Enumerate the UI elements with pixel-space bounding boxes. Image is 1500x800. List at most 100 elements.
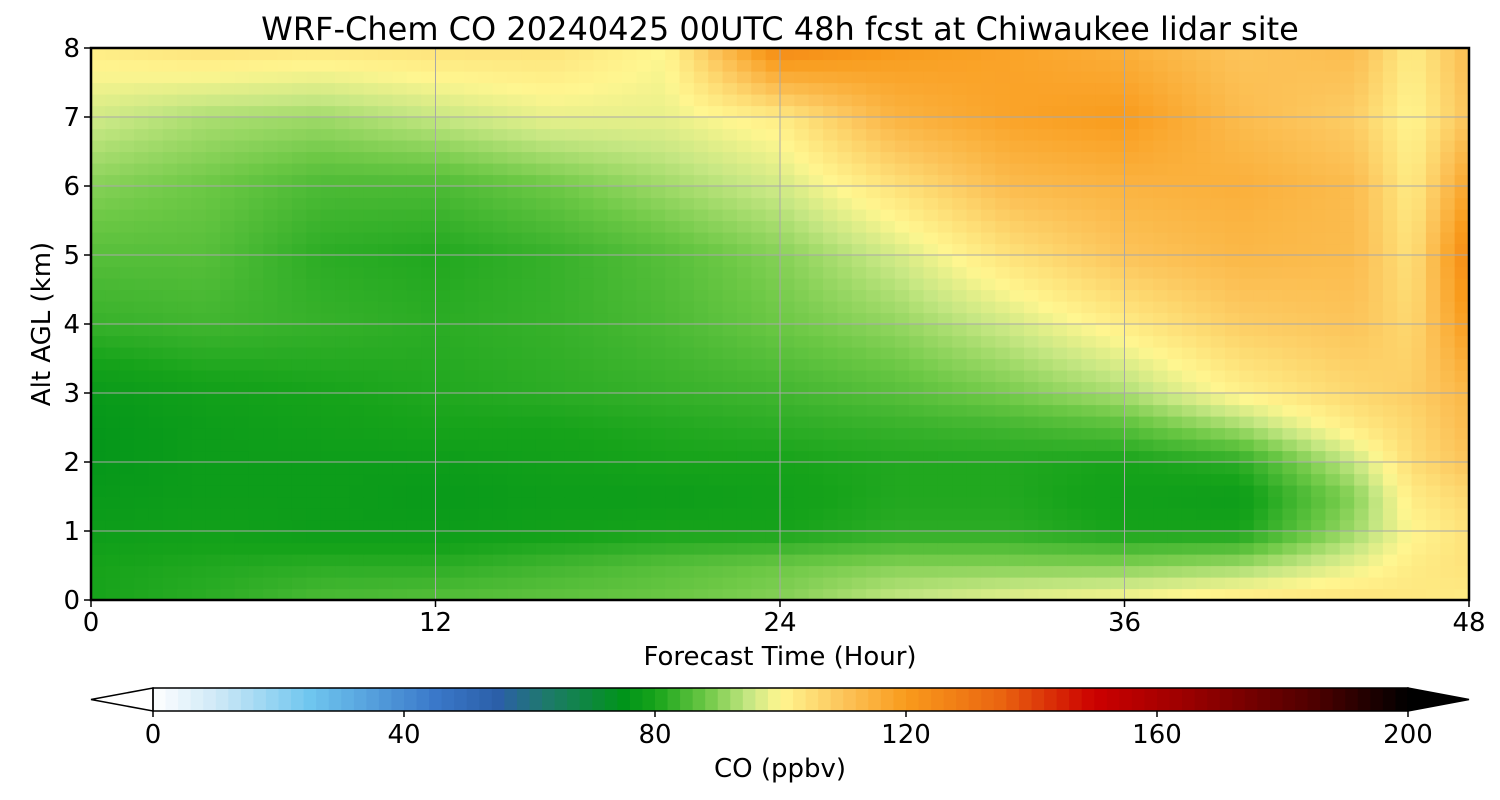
heatmap-cell (765, 577, 781, 590)
heatmap-cell (894, 301, 910, 314)
heatmap-cell (1067, 577, 1083, 590)
heatmap-cell (607, 335, 623, 348)
heatmap-cell (966, 565, 982, 578)
heatmap-cell (579, 577, 594, 590)
heatmap-cell (665, 439, 681, 452)
heatmap-cell (1024, 289, 1039, 302)
heatmap-cell (248, 358, 264, 371)
heatmap-cell (277, 197, 293, 210)
heatmap-cell (1425, 163, 1441, 176)
heatmap-cell (1210, 312, 1226, 325)
heatmap-cell (464, 209, 480, 222)
heatmap-cell (966, 485, 982, 498)
heatmap-cell (148, 508, 164, 521)
heatmap-cell (1024, 588, 1039, 600)
heatmap-cell (1339, 243, 1355, 256)
heatmap-cell (894, 508, 910, 521)
heatmap-cell (937, 220, 953, 233)
heatmap-cell (909, 565, 925, 578)
heatmap-cell (679, 358, 695, 371)
heatmap-cell (708, 289, 724, 302)
heatmap-cell (378, 531, 394, 544)
heatmap-cell (1382, 485, 1398, 498)
heatmap-cell (1382, 542, 1398, 555)
heatmap-cell (1196, 289, 1212, 302)
heatmap-cell (91, 266, 106, 279)
heatmap-cell (593, 577, 609, 590)
heatmap-cell (1067, 266, 1083, 279)
heatmap-cell (435, 186, 451, 199)
heatmap-cell (722, 278, 738, 291)
heatmap-cell (363, 381, 379, 394)
heatmap-cell (851, 427, 867, 440)
heatmap-cell (234, 186, 250, 199)
heatmap-cell (1196, 335, 1212, 348)
heatmap-cell (1296, 59, 1312, 72)
heatmap-cell (449, 393, 465, 406)
heatmap-cell (1325, 542, 1341, 555)
heatmap-cell (579, 82, 594, 95)
heatmap-cell (134, 128, 150, 141)
heatmap-cell (148, 94, 164, 107)
heatmap-cell (579, 485, 594, 498)
heatmap-cell (564, 370, 580, 383)
heatmap-cell (722, 94, 738, 107)
heatmap-cell (507, 577, 523, 590)
heatmap-cell (392, 174, 408, 187)
heatmap-cell (1311, 209, 1327, 222)
heatmap-cell (607, 565, 623, 578)
heatmap-cell (435, 312, 451, 325)
heatmap-cell (492, 565, 508, 578)
heatmap-cell (823, 94, 839, 107)
heatmap-cell (1124, 324, 1140, 337)
heatmap-cell (866, 312, 882, 325)
heatmap-cell (693, 358, 709, 371)
heatmap-cell (521, 117, 537, 130)
heatmap-cell (1296, 209, 1312, 222)
heatmap-cell (134, 542, 150, 555)
heatmap-cell (1052, 312, 1068, 325)
heatmap-cell (837, 278, 853, 291)
heatmap-cell (1081, 531, 1097, 544)
heatmap-cell (320, 554, 336, 567)
colorbar-bin (1069, 688, 1083, 711)
heatmap-cell (823, 531, 839, 544)
heatmap-cell (1009, 531, 1025, 544)
heatmap-cell (736, 289, 752, 302)
heatmap-cell (780, 439, 795, 452)
heatmap-cell (306, 324, 322, 337)
heatmap-cell (378, 577, 394, 590)
heatmap-cell (1038, 519, 1054, 532)
heatmap-cell (1110, 370, 1126, 383)
heatmap-cell (148, 163, 164, 176)
heatmap-cell (148, 48, 164, 61)
heatmap-cell (349, 71, 365, 84)
heatmap-cell (449, 542, 465, 555)
heatmap-cell (1153, 416, 1169, 429)
heatmap-cell (995, 94, 1011, 107)
heatmap-cell (1296, 289, 1312, 302)
heatmap-cell (435, 577, 451, 590)
heatmap-cell (995, 186, 1011, 199)
heatmap-cell (980, 358, 996, 371)
heatmap-cell (808, 209, 824, 222)
heatmap-cell (1239, 496, 1255, 509)
heatmap-cell (492, 289, 508, 302)
heatmap-cell (866, 255, 882, 268)
heatmap-cell (535, 301, 551, 314)
heatmap-cell (564, 94, 580, 107)
heatmap-cell (1110, 186, 1126, 199)
heatmap-cell (91, 105, 106, 118)
heatmap-cell (823, 71, 839, 84)
heatmap-cell (1081, 335, 1097, 348)
heatmap-cell (1095, 554, 1111, 567)
heatmap-cell (119, 496, 135, 509)
heatmap-cell (363, 439, 379, 452)
heatmap-cell (593, 266, 609, 279)
heatmap-cell (1009, 554, 1025, 567)
heatmap-cell (263, 301, 279, 314)
heatmap-cell (492, 186, 508, 199)
heatmap-cell (148, 588, 164, 600)
heatmap-cell (909, 232, 925, 245)
heatmap-cell (234, 174, 250, 187)
